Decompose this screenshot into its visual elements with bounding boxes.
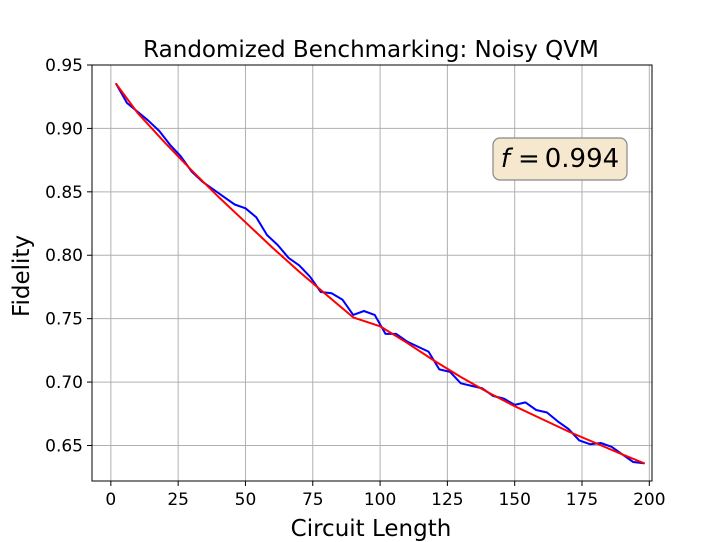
series-layer xyxy=(115,83,645,465)
y-axis-label: Fidelity xyxy=(9,235,35,317)
y-tick-label: 0.70 xyxy=(45,373,83,393)
y-tick-label: 0.85 xyxy=(45,183,83,203)
x-tick-label: 100 xyxy=(364,490,396,510)
y-axis: 0.65 0.70 0.75 0.80 0.85 0.90 0.95 xyxy=(45,56,92,456)
x-tick-label: 25 xyxy=(167,490,189,510)
x-tick-label: 125 xyxy=(431,490,463,510)
x-tick-label: 0 xyxy=(105,490,116,510)
annotation-equals: = xyxy=(518,144,540,174)
y-tick-label: 0.95 xyxy=(45,56,83,76)
x-tick-label: 200 xyxy=(633,490,665,510)
fidelity-annotation: f = 0.994 xyxy=(492,137,628,181)
annotation-value: 0.994 xyxy=(545,144,619,174)
annotation-text: f = 0.994 xyxy=(501,144,619,174)
grid xyxy=(92,64,652,481)
x-tick-label: 150 xyxy=(498,490,530,510)
x-axis-label: Circuit Length xyxy=(291,516,452,542)
fit-line xyxy=(115,83,645,465)
x-tick-label: 75 xyxy=(302,490,324,510)
annotation-box xyxy=(492,137,628,181)
y-tick-label: 0.65 xyxy=(45,436,83,456)
plot-frame xyxy=(91,64,653,482)
chart-title: Randomized Benchmarking: Noisy QVM xyxy=(143,37,599,63)
y-tick-label: 0.90 xyxy=(45,119,83,139)
y-tick-label: 0.80 xyxy=(45,246,83,266)
x-tick-label: 50 xyxy=(235,490,257,510)
x-axis: 0 25 50 75 100 125 150 175 200 xyxy=(105,481,666,510)
y-tick-label: 0.75 xyxy=(45,310,83,330)
x-tick-label: 175 xyxy=(566,490,598,510)
